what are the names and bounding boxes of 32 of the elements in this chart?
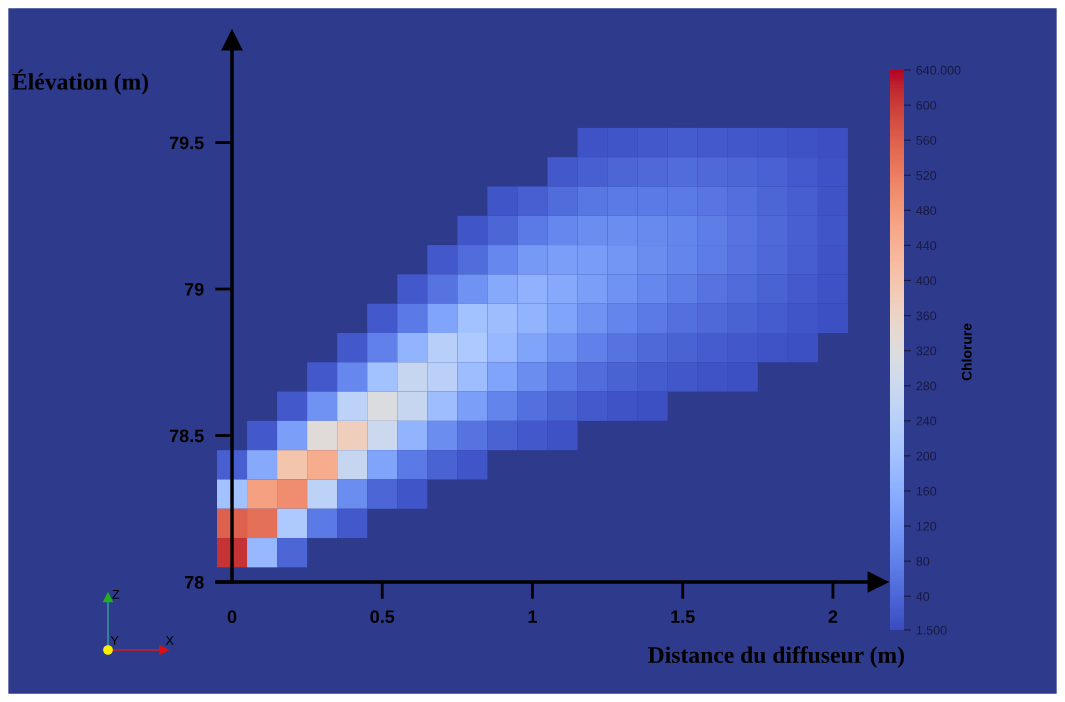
- color-bar-label: 640.000: [916, 65, 961, 75]
- x-axis-title: Distance du diffuseur (m): [648, 646, 904, 668]
- x-tick-label: 1.5: [671, 610, 695, 624]
- y-tick-label: 79: [184, 282, 204, 296]
- color-bar-label: 440: [916, 241, 937, 251]
- y-tick-label: 78.5: [169, 429, 204, 443]
- x-tick-label: 0: [227, 610, 237, 624]
- color-bar-label: 80: [916, 556, 930, 566]
- color-bar-label: 200: [916, 451, 937, 461]
- color-bar-label: 600: [916, 100, 937, 110]
- color-bar-label: 240: [916, 416, 937, 426]
- x-tick-label: 2: [828, 610, 838, 623]
- text: X: [165, 636, 174, 645]
- color-bar-label: 160: [916, 486, 937, 496]
- x-tick-label: 0.5: [370, 610, 395, 624]
- color-bar-title: Chlorure: [961, 323, 972, 381]
- color-bar-label: 560: [916, 135, 937, 145]
- color-bar-label: 120: [916, 521, 937, 531]
- y-tick-label: 79.5: [169, 136, 204, 150]
- x-tick-label: 1: [528, 610, 537, 623]
- color-bar-label: 320: [916, 346, 937, 356]
- color-bar-label: 520: [916, 171, 937, 180]
- color-bar-label: 280: [916, 381, 937, 391]
- y-axis-title: Élévation (m): [12, 69, 149, 95]
- color-bar-label: 1.500: [916, 625, 947, 635]
- color-bar-label: 400: [916, 276, 937, 286]
- color-bar-label: 360: [916, 311, 937, 321]
- color-bar-label: 40: [916, 592, 930, 601]
- color-bar-label: 480: [916, 206, 937, 215]
- text: Y: [110, 636, 119, 645]
- y-tick-label: 78: [184, 575, 204, 589]
- text: Z: [112, 590, 120, 599]
